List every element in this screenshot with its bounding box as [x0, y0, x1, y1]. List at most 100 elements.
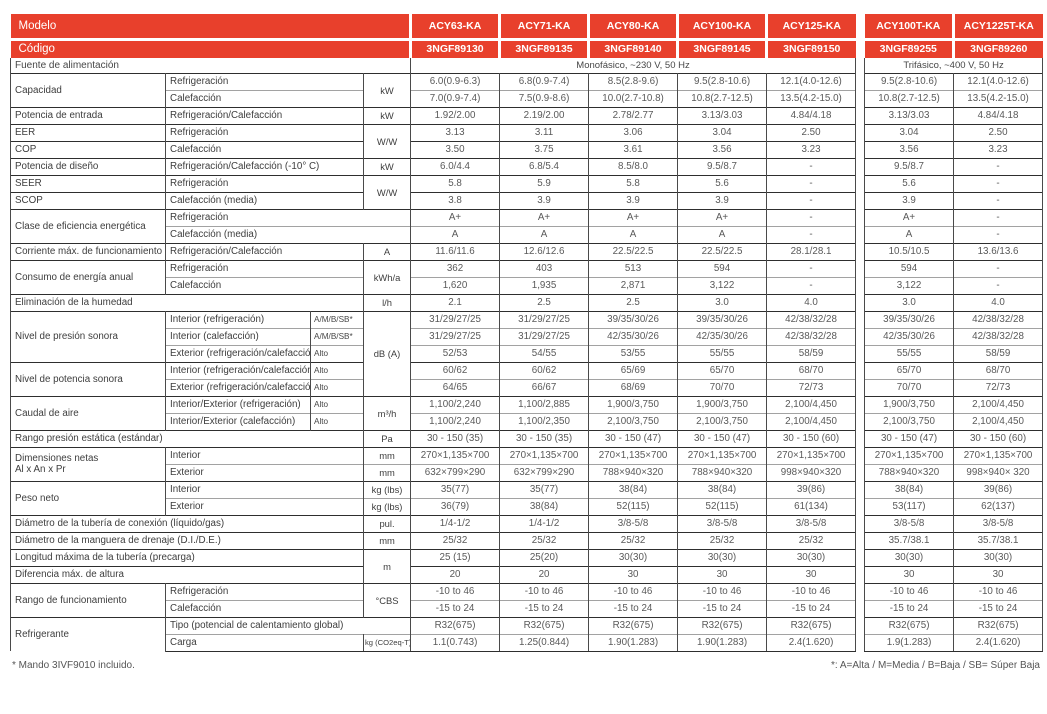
- spec-value: 9.5/8.7: [864, 157, 955, 175]
- code-row: Código 3NGF89130 3NGF89135 3NGF89140 3NG…: [10, 39, 856, 58]
- spec-value: 62(137): [953, 497, 1044, 515]
- spec-unit: Pa: [362, 429, 412, 447]
- spec-label: Nivel de presión sonora: [10, 310, 166, 362]
- spec-value: R32(675): [953, 616, 1044, 634]
- spec-value: 25/32: [410, 531, 501, 549]
- code-row-label: Código: [10, 39, 411, 58]
- spec-label: Rango de funcionamiento: [10, 582, 166, 617]
- spec-value: -: [953, 276, 1044, 294]
- spec-sublabel: Refrigeración: [165, 582, 364, 600]
- spec-value: 10.8(2.7-12.5): [864, 89, 955, 107]
- table-row: Longitud máxima de la tubería (precarga)…: [10, 548, 857, 583]
- model-code: 3NGF89145: [676, 39, 767, 58]
- table-row: Diferencia máx. de altura 20 20 30 30 30: [10, 565, 857, 583]
- table-row: 42/35/30/26 42/38/32/28: [864, 327, 1044, 345]
- table-row: Nivel de potencia sonora Interior (refrig…: [10, 361, 857, 396]
- table-row: Caudal de aire Interior/Exterior (refrige…: [10, 395, 857, 430]
- spec-sublabel: Calefacción: [165, 140, 364, 158]
- spec-value: -15 to 24: [499, 599, 590, 617]
- model-code: 3NGF89130: [409, 39, 500, 58]
- table-row: Corriente máx. de funcionamiento Refriger…: [10, 242, 857, 260]
- spec-value: 3,122: [677, 276, 768, 294]
- spec-label: SEER: [10, 174, 166, 192]
- table-row: 9.5/8.7-: [864, 157, 1044, 175]
- spec-value: 35.7/38.1: [953, 531, 1044, 549]
- spec-label: Diferencia máx. de altura: [10, 565, 364, 583]
- spec-value: 788×940×320: [677, 463, 768, 481]
- spec-value: 788×940×320: [864, 463, 955, 481]
- spec-value: 270×1,135×700: [677, 446, 768, 464]
- spec-value: 31/29/27/25: [410, 327, 501, 345]
- spec-value: A: [588, 225, 679, 243]
- table-row: EER Refrigeración W/W 3.13 3.11 3.06 3.04 2.50: [10, 123, 857, 158]
- spec-sublabel: Interior/Exterior (calefacción): [165, 412, 311, 430]
- spec-value: 13.5(4.2-15.0): [766, 89, 857, 107]
- table-row: 39/35/30/26 42/38/32/28: [864, 310, 1044, 328]
- spec-sublabel: Refrigeración: [165, 123, 364, 141]
- table-row: 3.9-: [864, 191, 1044, 209]
- spec-value: 70/70: [677, 378, 768, 396]
- spec-label: COP: [10, 140, 166, 158]
- table-row: 594-: [864, 259, 1044, 277]
- spec-value: 42/35/30/26: [588, 327, 679, 345]
- spec-label: Diámetro de la manguera de drenaje (D.I.…: [10, 531, 364, 549]
- spec-value: 58/59: [953, 344, 1044, 362]
- model-name: ACY100-KA: [676, 14, 767, 41]
- spec-value: 3.56: [677, 140, 768, 158]
- spec-value: -: [766, 208, 857, 226]
- table-row: Rango de funcionamiento Refrigeración °CBS…: [10, 582, 857, 617]
- table-row: 3,122-: [864, 276, 1044, 294]
- spec-value: -: [766, 157, 857, 175]
- spec-qualifier: Alto: [310, 344, 364, 362]
- spec-value: 4.84/4.18: [953, 106, 1044, 124]
- spec-value: 1,100/2,350: [499, 412, 590, 430]
- spec-value: 8.5(2.8-9.6): [588, 72, 679, 90]
- table-row: 3.04 2.50: [864, 123, 1044, 141]
- spec-qualifier: A/M/B/SB*: [310, 327, 364, 345]
- spec-label: Corriente máx. de funcionamiento: [10, 242, 166, 260]
- spec-value: -: [953, 157, 1044, 175]
- table-row: 3.0 4.0: [864, 293, 1044, 311]
- power-source-tri: Trifásico, ~400 V, 50 Hz: [864, 58, 1044, 73]
- table-row: SEER Refrigeración W/W 5.8 5.9 5.8 5.6-: [10, 174, 857, 209]
- spec-label: Nivel de potencia sonora: [10, 361, 166, 396]
- spec-value: 270×1,135×700: [953, 446, 1044, 464]
- spec-value: 5.9: [499, 174, 590, 192]
- spec-value: 2.19/2.00: [499, 106, 590, 124]
- spec-value: -15 to 24: [953, 599, 1044, 617]
- spec-sublabel: Refrigeración/Calefacción (-10° C): [165, 157, 364, 175]
- spec-value: 35(77): [499, 480, 590, 498]
- table-row: Diámetro de la tubería de conexión (líqu…: [10, 514, 857, 532]
- spec-value: 2,100/3,750: [588, 412, 679, 430]
- table-row: 9.5(2.8-10.6) 12.1(4.0-12.6): [864, 72, 1044, 90]
- spec-value: 1,935: [499, 276, 590, 294]
- spec-value: 3.11: [499, 123, 590, 141]
- table-row: R32(675) R32(675): [864, 616, 1044, 634]
- spec-value: 12.1(4.0-12.6): [953, 72, 1044, 90]
- spec-unit: mm: [362, 531, 412, 549]
- spec-value: 55/55: [677, 344, 768, 362]
- spec-value: 39(86): [953, 480, 1044, 498]
- spec-value: 25/32: [677, 531, 768, 549]
- spec-value: 1.90(1.283): [588, 633, 679, 652]
- spec-unit: m: [362, 548, 412, 583]
- table-row: Peso neto Interior kg (lbs) 35(77) 35(77) 38(…: [10, 480, 857, 515]
- spec-sublabel: Tipo (potencial de calentamiento global): [164, 616, 412, 634]
- spec-value: 30(30): [766, 548, 857, 566]
- spec-value: 1,100/2,240: [410, 412, 501, 430]
- spec-value: -15 to 24: [677, 599, 768, 617]
- spec-unit: W/W: [362, 123, 412, 158]
- power-source-row: Trifásico, ~400 V, 50 Hz: [864, 58, 1044, 73]
- spec-sublabel: Exterior: [165, 497, 364, 515]
- spec-label: Potencia de entrada: [10, 106, 166, 124]
- spec-value: -: [953, 259, 1044, 277]
- spec-value: 1.25(0.844): [499, 633, 590, 652]
- spec-value: 61(134): [766, 497, 857, 515]
- spec-label: Longitud máxima de la tubería (precarga): [10, 548, 364, 566]
- spec-value: 28.1/28.1: [766, 242, 857, 260]
- spec-value: 22.5/22.5: [588, 242, 679, 260]
- spec-value: 31/29/27/25: [499, 310, 590, 328]
- spec-value: 1.1(0.743): [410, 633, 501, 652]
- spec-label: Refrigerante: [10, 616, 166, 651]
- spec-value: 30 - 150 (35): [410, 429, 501, 447]
